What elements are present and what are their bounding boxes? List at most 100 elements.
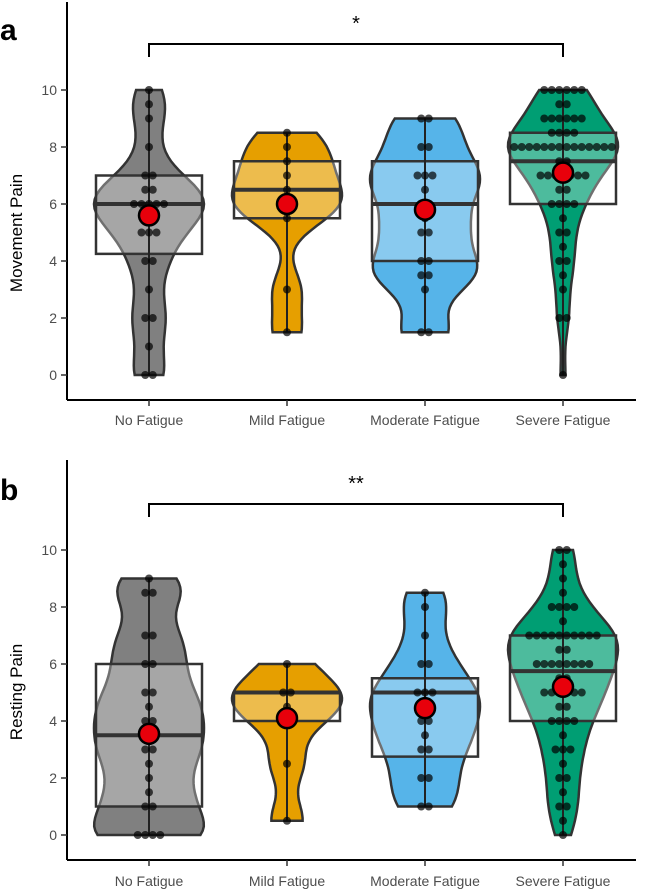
data-point — [570, 603, 579, 611]
data-point — [600, 143, 609, 151]
data-point — [141, 831, 150, 839]
data-point — [570, 717, 579, 725]
data-point — [145, 228, 153, 237]
x-tick-label: Moderate Fatigue — [370, 873, 480, 889]
data-point — [559, 731, 567, 740]
data-point — [574, 171, 582, 180]
data-point — [283, 143, 291, 151]
y-tick-label: 8 — [49, 599, 57, 615]
panel-b-y-axis-title: Resting Pain — [7, 644, 26, 740]
y-tick-label: 4 — [49, 253, 57, 269]
data-point — [279, 688, 288, 697]
data-point — [592, 631, 601, 640]
data-point — [130, 200, 138, 208]
data-point — [607, 143, 616, 151]
data-point — [145, 574, 153, 583]
mean-marker — [275, 706, 299, 730]
data-point — [145, 759, 153, 768]
data-point — [559, 745, 567, 754]
mean-marker — [137, 204, 161, 227]
data-point — [424, 660, 433, 668]
data-point — [562, 185, 571, 194]
data-point — [562, 143, 571, 151]
data-point — [540, 86, 549, 94]
data-point — [562, 702, 571, 711]
data-point — [424, 114, 433, 123]
data-point — [156, 831, 165, 839]
data-point — [417, 774, 426, 782]
data-point — [547, 86, 556, 94]
data-point — [424, 745, 433, 754]
x-tick-label: Severe Fatigue — [516, 873, 611, 889]
violin-group — [368, 588, 482, 811]
data-point — [424, 257, 433, 265]
data-point — [555, 314, 564, 322]
data-point — [145, 342, 153, 351]
y-tick-label: 6 — [49, 656, 57, 672]
data-point — [555, 128, 564, 137]
panel-b-plot-area: 0 2 4 6 8 10 No Fatigue Mild Fatigue Moderate Fa… — [41, 460, 636, 889]
data-point — [562, 660, 571, 668]
y-tick-label: 4 — [49, 713, 57, 729]
y-tick-label: 8 — [49, 139, 57, 155]
data-point — [536, 171, 545, 180]
violin-group — [230, 128, 344, 337]
data-point — [562, 802, 571, 811]
data-point — [283, 816, 291, 825]
data-point — [570, 660, 579, 668]
panel-a-plot-area: 0 2 4 6 8 10 No Fatigue Mild Fatigue Moderate Fa… — [41, 2, 636, 428]
panel-b-letter: b — [0, 474, 18, 507]
data-point — [424, 774, 433, 782]
data-point — [555, 631, 564, 640]
data-point — [141, 660, 150, 668]
data-point — [283, 157, 291, 166]
mean-marker — [413, 198, 437, 221]
data-point — [570, 200, 579, 208]
data-point — [145, 788, 153, 797]
data-point — [421, 731, 429, 740]
data-point — [145, 285, 153, 294]
data-point — [585, 631, 594, 640]
x-tick-label: Mild Fatigue — [249, 873, 325, 889]
data-point — [152, 228, 161, 237]
data-point — [148, 371, 157, 379]
data-point — [562, 717, 571, 725]
data-point — [424, 802, 433, 811]
data-point — [417, 143, 426, 151]
data-point — [525, 631, 534, 640]
data-point — [570, 114, 579, 123]
data-point — [577, 114, 586, 123]
data-point — [417, 257, 426, 265]
x-tick-label: Moderate Fatigue — [370, 412, 480, 428]
data-point — [585, 660, 594, 668]
data-point — [145, 86, 153, 94]
panel-b: b Resting Pain 0 2 4 6 8 10 No Fatigue Mild Fat… — [0, 460, 636, 889]
y-tick-label: 0 — [49, 827, 57, 843]
data-point — [555, 228, 564, 237]
data-point — [577, 143, 586, 151]
data-point — [555, 603, 564, 611]
data-point — [555, 660, 564, 668]
panel-a-letter: a — [0, 14, 17, 47]
violin-group — [230, 660, 344, 825]
violin-group — [506, 86, 620, 379]
data-point — [540, 143, 549, 151]
mean-marker — [551, 161, 575, 184]
data-point — [417, 802, 426, 811]
data-point — [421, 171, 429, 180]
data-point — [547, 200, 556, 208]
data-point — [555, 86, 564, 94]
data-point — [555, 645, 564, 654]
data-point — [424, 271, 433, 280]
data-point — [133, 831, 142, 839]
mean-marker — [275, 192, 299, 216]
data-point — [283, 285, 291, 294]
data-point — [532, 631, 541, 640]
data-point — [555, 185, 564, 194]
data-point — [559, 831, 567, 839]
data-point — [417, 328, 426, 337]
data-point — [286, 688, 295, 697]
y-tick-label: 10 — [41, 82, 57, 98]
y-tick-label: 2 — [49, 310, 57, 326]
data-point — [417, 114, 426, 123]
